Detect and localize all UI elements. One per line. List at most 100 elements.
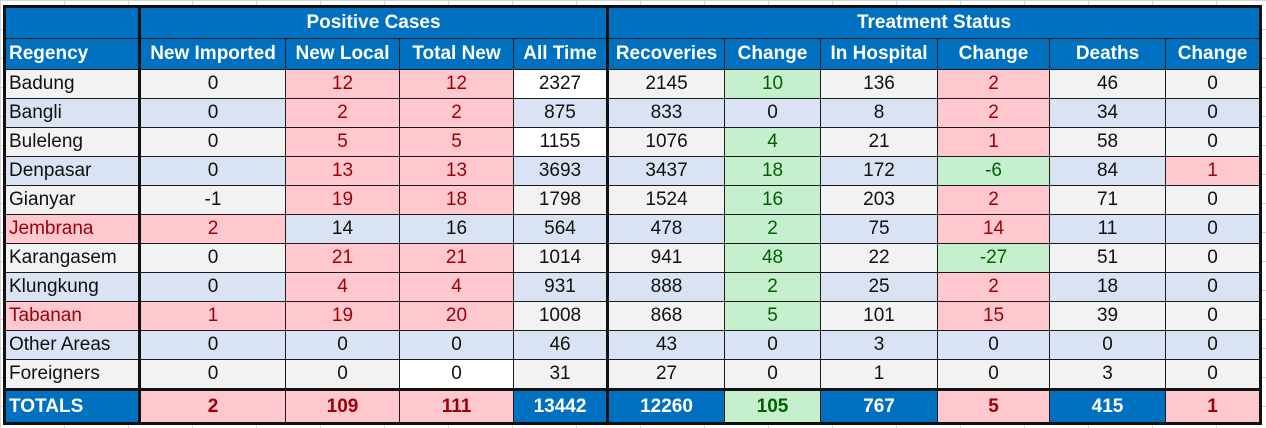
cell-all-time: 875 bbox=[512, 98, 609, 128]
cell-recoveries: 941 bbox=[606, 243, 726, 273]
cell-new-local: 0 bbox=[285, 359, 400, 390]
cell-regency: Foreigners bbox=[3, 359, 140, 390]
cell-new-imported: 1 bbox=[138, 301, 286, 331]
cell-recoveries-change: 0 bbox=[724, 359, 822, 390]
cell-deaths-change: 0 bbox=[1165, 301, 1263, 331]
cell-hospital-change: 1 bbox=[937, 127, 1051, 157]
cell-hospital-change: 0 bbox=[937, 330, 1051, 360]
cell-new-imported: 2 bbox=[138, 214, 286, 244]
cell-deaths-change: 0 bbox=[1165, 272, 1263, 302]
cell-recoveries: 833 bbox=[606, 98, 726, 128]
cell-all-time: 1798 bbox=[512, 185, 609, 215]
cell-deaths-change: 0 bbox=[1165, 214, 1263, 244]
cell-recoveries: 868 bbox=[606, 301, 726, 331]
cell-total-new: 0 bbox=[399, 359, 514, 390]
total-in-hospital: 767 bbox=[820, 388, 939, 425]
cell-recoveries: 3437 bbox=[606, 156, 726, 186]
cell-recoveries-change: 2 bbox=[724, 272, 822, 302]
cell-recoveries: 888 bbox=[606, 272, 726, 302]
cell-in-hospital: 3 bbox=[820, 330, 939, 360]
cell-deaths-change: 0 bbox=[1165, 69, 1263, 99]
cell-deaths: 58 bbox=[1049, 127, 1167, 157]
cell-all-time: 1008 bbox=[512, 301, 609, 331]
cell-in-hospital: 101 bbox=[820, 301, 939, 331]
cell-recoveries: 1076 bbox=[606, 127, 726, 157]
cell-deaths: 11 bbox=[1049, 214, 1167, 244]
totals-row: TOTALS 2 109 111 13442 12260 105 767 5 415 1 bbox=[3, 388, 1263, 425]
total-deaths: 415 bbox=[1049, 388, 1167, 425]
cell-new-local: 19 bbox=[285, 301, 400, 331]
table-row: Other Areas 0 0 0 46 43 0 3 0 0 0 bbox=[3, 330, 1263, 360]
header-blank-cell bbox=[3, 5, 140, 39]
cell-recoveries-change: 18 bbox=[724, 156, 822, 186]
cell-deaths: 18 bbox=[1049, 272, 1167, 302]
cell-recoveries-change: 16 bbox=[724, 185, 822, 215]
cell-hospital-change: 2 bbox=[937, 69, 1051, 99]
column-header-new-local: New Local bbox=[285, 38, 400, 70]
table-row: Badung 0 12 12 2327 2145 10 136 2 46 0 bbox=[3, 69, 1263, 99]
cell-regency: Denpasar bbox=[3, 156, 140, 186]
cell-in-hospital: 203 bbox=[820, 185, 939, 215]
cell-all-time: 31 bbox=[512, 359, 609, 390]
cell-new-imported: 0 bbox=[138, 127, 286, 157]
cell-new-local: 4 bbox=[285, 272, 400, 302]
cell-total-new: 0 bbox=[399, 330, 514, 360]
table-row: Tabanan 1 19 20 1008 868 5 101 15 39 0 bbox=[3, 301, 1263, 331]
cell-new-imported: 0 bbox=[138, 156, 286, 186]
cell-all-time: 1155 bbox=[512, 127, 609, 157]
cell-regency: Other Areas bbox=[3, 330, 140, 360]
column-header-hospital-change: Change bbox=[937, 38, 1051, 70]
column-header-new-imported: New Imported bbox=[138, 38, 286, 70]
cell-new-local: 0 bbox=[285, 330, 400, 360]
cell-regency: Klungkung bbox=[3, 272, 140, 302]
cell-new-local: 21 bbox=[285, 243, 400, 273]
table-row: Bangli 0 2 2 875 833 0 8 2 34 0 bbox=[3, 98, 1263, 128]
cell-hospital-change: 2 bbox=[937, 185, 1051, 215]
covid-cases-table: Positive Cases Treatment Status Regency … bbox=[3, 5, 1263, 425]
group-header-row: Positive Cases Treatment Status bbox=[3, 5, 1263, 39]
cell-total-new: 21 bbox=[399, 243, 514, 273]
cell-regency: Gianyar bbox=[3, 185, 140, 215]
column-header-deaths: Deaths bbox=[1049, 38, 1167, 70]
cell-recoveries-change: 5 bbox=[724, 301, 822, 331]
cell-in-hospital: 22 bbox=[820, 243, 939, 273]
cell-new-imported: 0 bbox=[138, 98, 286, 128]
column-header-recoveries: Recoveries bbox=[606, 38, 726, 70]
cell-in-hospital: 136 bbox=[820, 69, 939, 99]
cell-deaths: 46 bbox=[1049, 69, 1167, 99]
table-row: Buleleng 0 5 5 1155 1076 4 21 1 58 0 bbox=[3, 127, 1263, 157]
column-header-row: Regency New Imported New Local Total New… bbox=[3, 38, 1263, 70]
cell-all-time: 564 bbox=[512, 214, 609, 244]
table-row: Klungkung 0 4 4 931 888 2 25 2 18 0 bbox=[3, 272, 1263, 302]
column-header-regency: Regency bbox=[3, 38, 140, 70]
cell-deaths: 71 bbox=[1049, 185, 1167, 215]
table-row: Gianyar -1 19 18 1798 1524 16 203 2 71 0 bbox=[3, 185, 1263, 215]
cell-new-local: 19 bbox=[285, 185, 400, 215]
cell-regency: Bangli bbox=[3, 98, 140, 128]
cell-new-imported: 0 bbox=[138, 359, 286, 390]
cell-deaths: 39 bbox=[1049, 301, 1167, 331]
cell-hospital-change: -27 bbox=[937, 243, 1051, 273]
total-hospital-change: 5 bbox=[937, 388, 1051, 425]
cell-recoveries: 478 bbox=[606, 214, 726, 244]
cell-recoveries-change: 4 bbox=[724, 127, 822, 157]
cell-total-new: 16 bbox=[399, 214, 514, 244]
cell-regency: Buleleng bbox=[3, 127, 140, 157]
cell-new-imported: 0 bbox=[138, 69, 286, 99]
total-total-new: 111 bbox=[399, 388, 514, 425]
cell-deaths: 84 bbox=[1049, 156, 1167, 186]
treatment-status-group-header: Treatment Status bbox=[606, 5, 1263, 39]
column-header-all-time: All Time bbox=[512, 38, 609, 70]
cell-new-local: 13 bbox=[285, 156, 400, 186]
total-deaths-change: 1 bbox=[1165, 388, 1263, 425]
table-row: Denpasar 0 13 13 3693 3437 18 172 -6 84 1 bbox=[3, 156, 1263, 186]
total-all-time: 13442 bbox=[512, 388, 609, 425]
cell-deaths: 34 bbox=[1049, 98, 1167, 128]
cell-new-local: 14 bbox=[285, 214, 400, 244]
cell-hospital-change: 2 bbox=[937, 98, 1051, 128]
cell-hospital-change: 14 bbox=[937, 214, 1051, 244]
cell-recoveries: 2145 bbox=[606, 69, 726, 99]
total-new-imported: 2 bbox=[138, 388, 286, 425]
cell-total-new: 4 bbox=[399, 272, 514, 302]
cell-deaths-change: 1 bbox=[1165, 156, 1263, 186]
